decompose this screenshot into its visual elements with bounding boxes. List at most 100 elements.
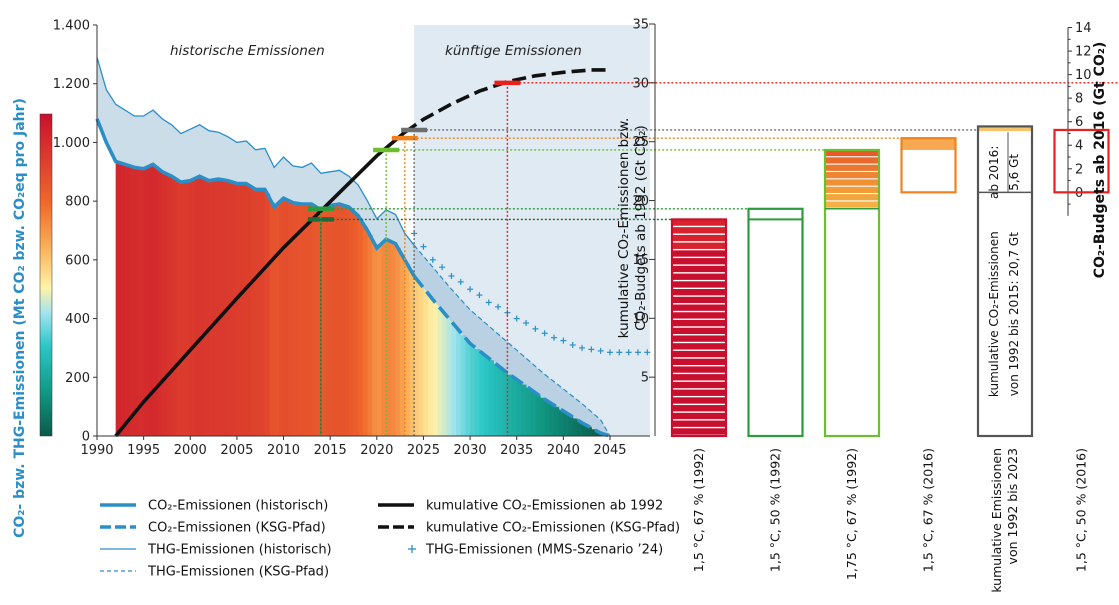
mms-point — [532, 325, 539, 332]
emission-stripe — [484, 356, 490, 436]
emission-stripe — [381, 241, 387, 436]
emission-stripe — [260, 189, 266, 436]
mms-point — [597, 347, 604, 354]
series-co2-historical — [95, 118, 416, 277]
series-thg-ksg — [413, 244, 611, 437]
bar-annotation: 5,6 Gt — [1007, 154, 1021, 191]
emission-stripe — [526, 387, 532, 436]
legend-item: THG-Emissionen (MMS-Szenario ’24) — [408, 543, 663, 558]
mms-point — [541, 330, 548, 337]
budget-bar — [747, 207, 804, 438]
series-thg-historical — [96, 57, 415, 246]
main-axes: 1990 1995 2000 2005 2010 2015 2020 2025 2030 2035… — [53, 19, 650, 458]
series-cumulative-historical — [114, 130, 406, 438]
emission-stripe — [460, 335, 467, 436]
emission-stripe — [278, 200, 285, 436]
x-tick-label: 2010 — [267, 443, 300, 458]
emission-stripe — [199, 177, 205, 437]
legend-item: THG-Emissionen (historisch) — [100, 543, 332, 558]
series-co2-ksg — [412, 274, 611, 438]
mms-point — [467, 286, 474, 293]
x-tick-label: 2020 — [360, 443, 393, 458]
emission-stripe — [591, 429, 597, 436]
mms-point — [634, 349, 641, 356]
budget-bar — [823, 148, 881, 438]
emission-stripe — [386, 240, 392, 436]
emission-stripe — [302, 204, 308, 436]
emission-stripe — [152, 166, 159, 436]
legend-label: THG-Emissionen (KSG-Pfad) — [147, 565, 329, 580]
budget-crossing-lines — [307, 80, 1119, 436]
budget-bar — [670, 218, 728, 438]
budget-2016-tick-label: 2 — [1075, 162, 1083, 177]
emission-stripe — [549, 403, 555, 436]
emission-stripe — [185, 180, 191, 436]
emission-stripe — [138, 168, 145, 436]
x-tick-label: 2015 — [314, 443, 347, 458]
mms-point — [607, 349, 613, 356]
emission-stripe — [325, 206, 331, 436]
legend: CO₂-Emissionen (historisch) CO₂-Emissione… — [100, 499, 680, 580]
y-axis-label-cumulative: kumulative CO₂-Emissionen bzw.CO₂-Budget… — [616, 118, 649, 339]
emission-stripe — [316, 208, 322, 436]
emission-stripe — [390, 242, 397, 436]
emission-stripe — [446, 318, 453, 436]
emission-stripe — [297, 203, 303, 436]
emission-stripe — [176, 180, 182, 436]
emission-stripe — [334, 204, 341, 436]
y-tick-label: 800 — [65, 195, 90, 210]
legend-label: THG-Emissionen (historisch) — [147, 543, 332, 558]
emission-stripe — [171, 177, 177, 436]
emission-stripe — [339, 204, 345, 436]
budget-2016-tick-label: 14 — [1075, 21, 1092, 36]
emission-stripe — [264, 193, 271, 436]
cumulative-tick-label: 20 — [632, 194, 649, 209]
bar-category-label: 1,75 °C, 67 % (1992) — [844, 448, 859, 580]
emission-stripe — [330, 205, 336, 436]
emission-stripe — [134, 167, 140, 437]
emission-stripe — [241, 183, 247, 436]
emission-stripe — [376, 245, 383, 436]
bar-category-label: 1,5 °C, 50 % (1992) — [768, 448, 783, 572]
mms-point — [485, 299, 492, 306]
emission-stripe — [414, 278, 420, 436]
emission-stripe — [288, 201, 294, 436]
x-tick-label: 2035 — [500, 443, 533, 458]
x-tick-label: 2025 — [407, 443, 440, 458]
emission-stripe — [428, 296, 434, 436]
emission-stripe — [208, 180, 215, 436]
emission-stripe — [246, 184, 252, 436]
mms-point — [560, 337, 567, 344]
legend-label: CO₂-Emissionen (KSG-Pfad) — [148, 521, 326, 536]
emission-stripe — [320, 208, 327, 436]
x-tick-label: 2000 — [174, 443, 207, 458]
legend-item: CO₂-Emissionen (KSG-Pfad) — [100, 521, 326, 536]
emission-stripe — [418, 284, 425, 436]
budget-2016-tick-label: 12 — [1075, 45, 1092, 60]
emission-stripe — [558, 409, 564, 436]
mms-point — [495, 303, 502, 310]
emission-stripe — [554, 406, 560, 436]
y-tick-label: 1.200 — [53, 77, 90, 92]
bar-annotation: von 1992 bis 2015: 20,7 Gt — [1007, 232, 1021, 396]
y-tick-label: 400 — [65, 312, 90, 327]
y-axis-label-budget-2016: CO₂-Budgets ab 2016 (Gt CO₂) — [1092, 42, 1108, 279]
bar-category-label: kumulative Emissionen — [989, 448, 1004, 593]
emission-stripe — [568, 415, 574, 436]
emission-stripe — [166, 175, 173, 437]
emission-stripe — [358, 219, 364, 436]
emission-stripe — [404, 263, 411, 436]
emission-stripe — [488, 360, 495, 436]
emission-stripe — [577, 421, 583, 436]
emission-stripe — [255, 189, 261, 436]
cumulative-tick-label: 10 — [632, 312, 649, 327]
emission-stripe — [232, 182, 238, 436]
emission-stripe — [306, 204, 313, 436]
emission-stripe — [544, 400, 550, 436]
mms-point — [448, 273, 455, 280]
mms-point — [439, 264, 446, 271]
emission-stripe — [451, 324, 457, 436]
emission-stripe — [344, 206, 350, 436]
x-tick-label: 2040 — [547, 443, 580, 458]
emission-stripe — [442, 313, 448, 436]
